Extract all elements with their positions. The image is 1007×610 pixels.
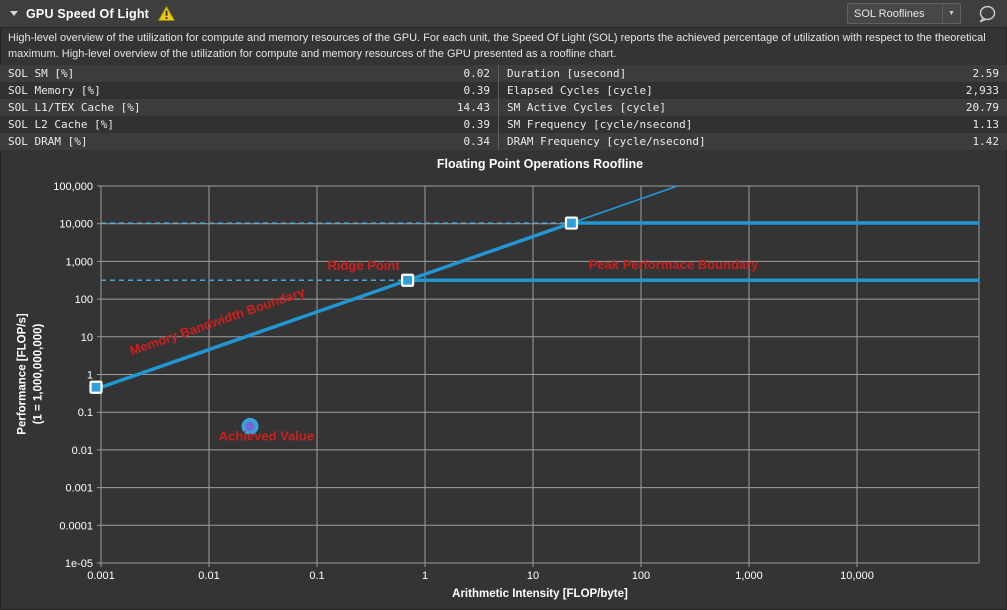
table-row[interactable]: SM Frequency [cycle/nsecond] 1.13: [499, 116, 1007, 133]
x-tick-label: 0.01: [198, 570, 219, 582]
y-axis-label: Performance [FLOP/s] (1 = 1,000,000,000): [16, 313, 44, 435]
section-header: GPU Speed Of Light SOL Rooflines ▼: [0, 0, 1007, 28]
metric-value: 2.59: [972, 67, 1000, 80]
ridge-point-marker[interactable]: [400, 273, 415, 287]
y-tick-label: 1e-05: [65, 558, 93, 570]
metric-label: SOL DRAM [%]: [8, 135, 88, 148]
sol-rooflines-dropdown[interactable]: SOL Rooflines ▼: [847, 3, 961, 24]
sol-table-left: SOL SM [%] 0.02 SOL Memory [%] 0.39 SOL L1/T…: [0, 65, 498, 150]
metric-value: 0.34: [463, 135, 491, 148]
chart-annotation: Achieved Value: [219, 428, 314, 443]
metric-value: 0.02: [463, 67, 491, 80]
metric-label: SOL L2 Cache [%]: [8, 118, 114, 131]
dropdown-selected-value: SOL Rooflines: [854, 7, 925, 20]
warning-icon: [158, 6, 176, 21]
metric-label: SOL L1/TEX Cache [%]: [8, 101, 141, 114]
y-tick-label: 10: [81, 332, 93, 344]
metric-value: 0.39: [463, 84, 491, 97]
comment-icon[interactable]: [977, 5, 997, 23]
metric-label: Duration [usecond]: [507, 67, 627, 80]
x-axis-label: Arithmetic Intensity [FLOP/byte]: [452, 588, 628, 600]
chart-title: Floating Point Operations Roofline: [436, 157, 644, 171]
x-tick-label: 1: [422, 570, 428, 582]
table-row[interactable]: Elapsed Cycles [cycle] 2,933: [499, 82, 1007, 99]
y-tick-label: 10,000: [59, 219, 93, 231]
x-tick-label: 0.001: [87, 570, 115, 582]
dropdown-arrow-icon: ▼: [942, 4, 960, 23]
metric-label: SOL Memory [%]: [8, 84, 101, 97]
metric-label: SM Active Cycles [cycle]: [507, 101, 666, 114]
roofline-plot[interactable]: 0.001 0.01 0.1 1 10 100 1,000 10,000 100,000 10,0…: [0, 155, 1007, 610]
sol-metric-tables: SOL SM [%] 0.02 SOL Memory [%] 0.39 SOL L1/T…: [0, 65, 1007, 150]
chart-annotation: Ridge Point: [327, 258, 400, 273]
y-tick-label: 0.001: [65, 483, 93, 495]
y-tick-label: 1,000: [65, 256, 93, 268]
metric-label: SOL SM [%]: [8, 67, 75, 80]
table-row[interactable]: SOL L2 Cache [%] 0.39: [0, 116, 498, 133]
metric-value: 1.42: [972, 135, 1000, 148]
y-tick-label: 100: [75, 294, 93, 306]
x-tick-label: 10,000: [840, 570, 874, 582]
table-row[interactable]: SOL L1/TEX Cache [%] 14.43: [0, 99, 498, 116]
table-row[interactable]: DRAM Frequency [cycle/nsecond] 1.42: [499, 133, 1007, 150]
metric-value: 14.43: [456, 101, 490, 114]
metric-value: 1.13: [972, 118, 1000, 131]
metric-label: SM Frequency [cycle/nsecond]: [507, 118, 693, 131]
memory-bandwidth-line-extension: [571, 185, 678, 224]
metric-label: Elapsed Cycles [cycle]: [507, 84, 653, 97]
ridge-point-marker[interactable]: [564, 216, 579, 230]
y-tick-label: 100,000: [53, 181, 93, 193]
chart-annotation: Peak Performace Boundary: [589, 257, 760, 272]
y-tick-label: 1: [87, 370, 93, 382]
table-row[interactable]: SM Active Cycles [cycle] 20.79: [499, 99, 1007, 116]
table-row[interactable]: SOL DRAM [%] 0.34: [0, 133, 498, 150]
collapse-chevron-icon[interactable]: [10, 11, 18, 16]
achieved-value-point-inner: [245, 421, 255, 431]
metric-label: DRAM Frequency [cycle/nsecond]: [507, 135, 706, 148]
table-row[interactable]: SOL SM [%] 0.02: [0, 65, 498, 82]
table-row[interactable]: Duration [usecond] 2.59: [499, 65, 1007, 82]
sol-table-right: Duration [usecond] 2.59 Elapsed Cycles [cy…: [498, 65, 1007, 150]
y-tick-label: 0.01: [72, 445, 93, 457]
y-tick-label: 0.0001: [59, 520, 93, 532]
section-title: GPU Speed Of Light: [26, 6, 150, 21]
metric-value: 20.79: [965, 101, 999, 114]
x-tick-label: 0.1: [309, 570, 324, 582]
x-tick-label: 100: [632, 570, 650, 582]
section-description: High-level overview of the utilization f…: [8, 32, 986, 60]
x-tick-label: 10: [527, 570, 539, 582]
roofline-chart-section: Floating Point Operations Roofline 0.001…: [0, 155, 1007, 610]
metric-value: 0.39: [463, 118, 491, 131]
y-tick-label: 0.1: [78, 407, 93, 419]
memory-bandwidth-line: [100, 221, 573, 389]
metric-value: 2,933: [965, 84, 999, 97]
x-tick-label: 1,000: [735, 570, 763, 582]
table-row[interactable]: SOL Memory [%] 0.39: [0, 82, 498, 99]
ridge-point-marker[interactable]: [89, 380, 103, 394]
